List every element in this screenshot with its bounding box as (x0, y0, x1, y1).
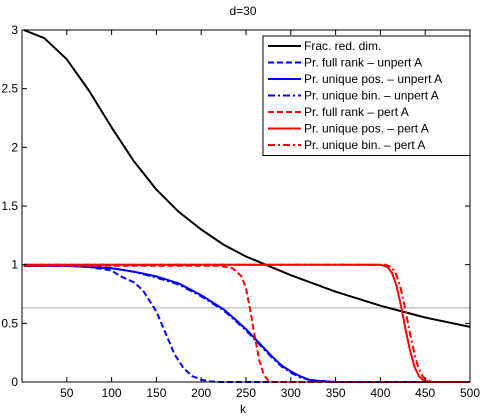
y-tick-label: 2 (11, 140, 18, 154)
series-line (23, 29, 471, 328)
y-tick-label: 3 (11, 23, 18, 37)
x-tick-label: 300 (281, 386, 301, 400)
x-tick-label: 350 (326, 386, 346, 400)
tick-layer: 50 100 150 200 250 300 350 400 450 500 0 0.5 1 1.5 2 2.… (1, 23, 480, 400)
legend-box (262, 35, 471, 156)
legend-label: Pr. full rank – pert A (304, 105, 409, 119)
x-tick-label: 250 (236, 386, 256, 400)
chart-title: d=30 (229, 4, 256, 18)
series-line (23, 264, 470, 383)
series-line (23, 263, 470, 383)
x-tick-label: 150 (146, 386, 166, 400)
x-tick-label: 100 (102, 386, 122, 400)
y-tick-label: 0 (11, 375, 18, 389)
series-layer (23, 29, 471, 383)
y-tick-label: 1.5 (1, 199, 18, 213)
series-line (23, 264, 470, 383)
legend-label: Pr. unique pos. – pert A (304, 122, 429, 136)
legend-label: Pr. unique bin. – pert A (304, 138, 425, 152)
x-tick-label: 50 (60, 386, 74, 400)
series-line (23, 264, 470, 383)
x-axis-label: k (240, 402, 247, 416)
x-tick-label: 200 (191, 386, 211, 400)
legend-label: Frac. red. dim. (304, 39, 381, 53)
legend-label: Pr. unique bin. – unpert A (304, 89, 439, 103)
series-line (23, 263, 470, 383)
legend: Frac. red. dim. Pr. full rank – unpert A P… (262, 35, 471, 156)
x-tick-label: 400 (370, 386, 390, 400)
legend-label: Pr. full rank – unpert A (304, 56, 422, 70)
legend-label: Pr. unique pos. – unpert A (304, 72, 442, 86)
y-tick-label: 2.5 (1, 82, 18, 96)
y-tick-label: 0.5 (1, 316, 18, 330)
series-line (23, 264, 470, 383)
y-tick-label: 1 (11, 258, 18, 272)
x-tick-label: 500 (460, 386, 480, 400)
x-tick-label: 450 (415, 386, 435, 400)
